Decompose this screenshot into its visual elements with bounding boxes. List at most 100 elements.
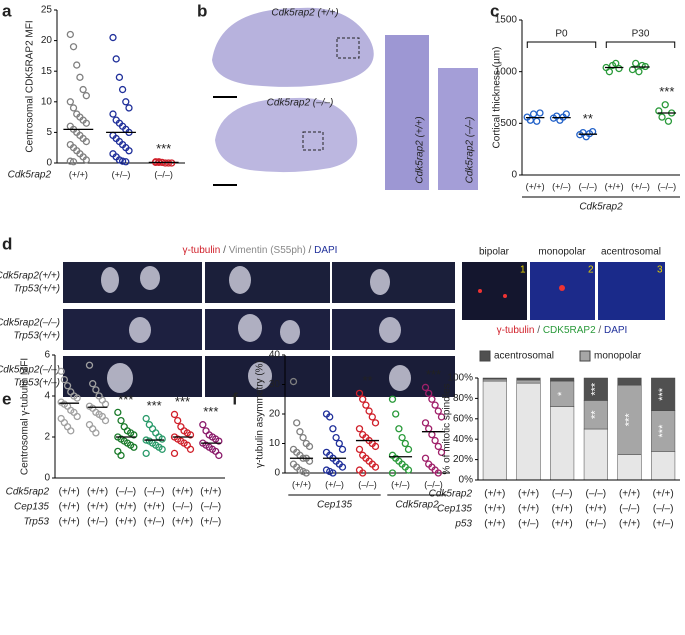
row-name: Cdk5rap2 [429,489,473,500]
data-point [69,158,78,166]
genotype: (+/+) [87,502,108,513]
y-tick-label: 40 [269,350,281,361]
brain-images [212,7,478,190]
data-point [215,451,223,460]
data-point [186,431,195,439]
significance: ** [583,111,593,126]
stain-title: γ-tubulin / Vimentin (S55ph) / DAPI [183,245,338,256]
data-point [302,469,310,477]
bracket [605,41,676,48]
data-point [148,425,157,433]
row-label: Trp53(+/+) [14,331,61,342]
x-tick-label: (–/–) [358,479,377,489]
significance: *** [426,367,441,382]
y-tick-label: 60% [453,413,473,424]
data-point [117,451,125,460]
data-point [401,439,409,448]
y-tick-label: 4 [44,391,50,402]
significance: ** [590,410,602,419]
data-point [355,425,364,433]
data-point [122,98,130,106]
genotype: (+/+) [87,487,108,498]
data-point [63,423,72,431]
data-point [79,85,87,94]
data-point [73,394,81,402]
data-point [57,414,65,423]
data-point [658,113,666,121]
genotype: (–/–) [144,487,165,498]
data-point [60,375,69,384]
data-point [109,110,117,118]
genotype: (+/+) [59,517,80,528]
significance: *** [659,84,674,99]
data-point [296,428,304,436]
y-tick-label: 10 [269,438,281,449]
bar-segment [651,377,676,411]
data-point [120,423,128,431]
significance: ** [362,373,372,388]
bar-segment [516,377,541,381]
stain-part: γ-tubulin [183,245,221,256]
inset-number: 1 [520,265,526,276]
data-point [130,431,138,439]
genotype: (+/+) [484,519,505,530]
genotype: (–/–) [619,504,640,515]
data-point [122,158,130,166]
genotype: (+/+) [115,517,136,528]
data-point [425,425,433,433]
x-axis-label: Cdk5rap2 [579,202,623,213]
panel-letter: f [232,389,238,408]
data-point [533,117,541,125]
genotype: (+/+) [552,519,573,530]
data-point [529,110,538,118]
stain-part: γ-tubulin [497,325,535,336]
data-point [404,445,413,454]
genotype: (+/+) [585,504,606,515]
legend-label: monopolar [594,351,642,362]
y-axis-label: γ-tubulin asymmetry (%) [255,360,266,468]
y-tick-label: 0 [274,468,280,479]
y-tick-label: 1500 [495,15,518,26]
genotype: (+/+) [172,517,193,528]
data-point [215,437,223,445]
significance: *** [147,398,162,413]
x-tick-label: (+/–) [391,479,410,489]
genotype: (–/–) [552,489,573,500]
bar-segment [550,377,575,382]
data-point [437,413,446,421]
bracket [526,41,597,48]
data-point [199,421,207,429]
data-point [305,442,314,451]
x-tick-label: (+/+) [69,169,88,179]
data-point [428,395,436,403]
data-point [431,436,439,445]
data-point [82,156,90,164]
significance: *** [175,394,190,409]
row-label: Cdk5rap2(+/+) [0,271,60,282]
data-point [605,68,614,76]
data-point [66,30,74,39]
stain-part: / [220,245,228,256]
inset-title: bipolar [479,247,510,258]
data-point [395,425,403,433]
y-tick-label: 80% [453,393,473,404]
data-point [76,73,84,81]
genotype: (+/–) [87,517,108,528]
data-point [431,401,439,409]
data-point [428,430,436,439]
data-point [60,418,69,427]
data-point [152,429,160,437]
data-point [392,410,400,418]
data-point [421,383,430,392]
data-point [661,101,669,109]
data-point [109,33,117,42]
data-point [615,64,623,73]
brain-section [212,7,374,87]
data-point [67,427,75,435]
data-point [158,435,166,443]
bracket-label: P0 [555,29,568,40]
significance: *** [156,141,171,156]
data-point [92,429,100,437]
x-tick-label: (+/+) [526,181,545,191]
inset-title: acentrosomal [601,247,661,258]
